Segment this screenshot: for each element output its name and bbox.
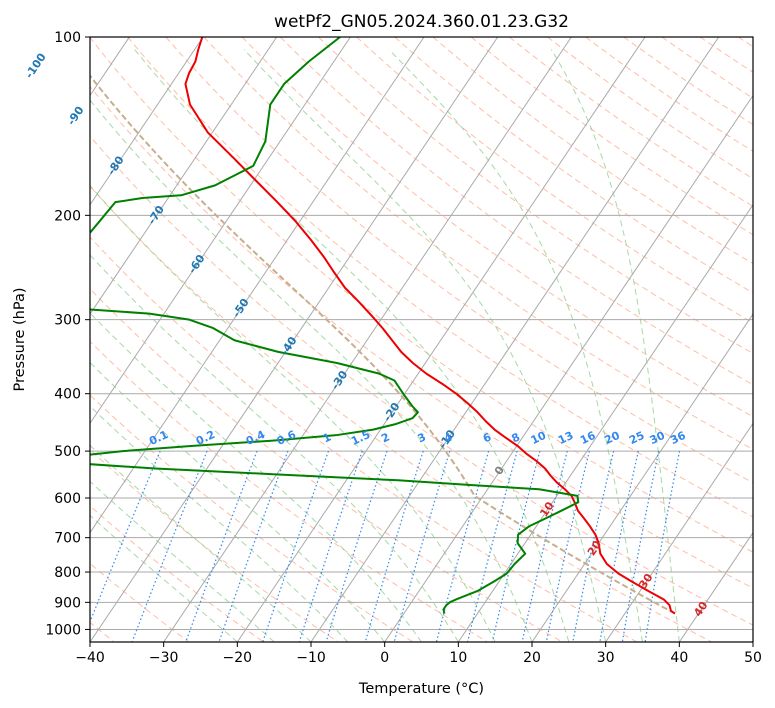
isotherm-line: [310, 37, 720, 642]
isotherm-line: [90, 37, 425, 534]
dry-adiabat-line: [318, 37, 753, 355]
mixing-ratio-line: [621, 450, 660, 642]
isotherm-line: [90, 37, 204, 206]
isotherm-line: [90, 37, 278, 315]
x-tick-label: −30: [149, 650, 179, 666]
y-tick-label: 400: [54, 387, 81, 403]
mixing-ratio-line: [218, 450, 289, 642]
x-tick-label: −40: [75, 650, 105, 666]
moist-adiabat-line: [90, 480, 275, 642]
dry-adiabat-line: [90, 505, 264, 642]
isotherm-line: [678, 531, 753, 642]
y-tick-label: 800: [54, 565, 81, 581]
temperature-profile-line: [184, 37, 676, 615]
isotherm-line: [384, 94, 753, 642]
isotherm-line: [236, 37, 646, 642]
x-tick-label: −10: [296, 650, 326, 666]
y-tick-label: 900: [54, 595, 81, 611]
x-tick-label: 10: [449, 650, 467, 666]
dry-adiabat-line: [90, 85, 753, 589]
chart-title: wetPf2_GN05.2024.360.01.23.G32: [274, 12, 569, 32]
y-axis-label: Pressure (hPa): [12, 287, 28, 391]
isotherm-line: [605, 422, 753, 642]
y-tick-label: 100: [54, 30, 81, 46]
mixing-ratio-line: [90, 450, 161, 624]
plot-background: [90, 37, 753, 642]
mixing-ratio-label: 36: [668, 429, 688, 447]
mixing-ratio-label: 13: [556, 429, 575, 447]
moist-adiabat-line: [90, 514, 238, 642]
dry-adiabat-line: [508, 37, 753, 207]
dry-adiabat-line: [547, 37, 753, 180]
isotherm-line: [90, 37, 499, 642]
moist-adiabat-line: [90, 405, 349, 642]
mixing-ratio-line: [262, 450, 330, 642]
isotherm-line: [163, 37, 572, 642]
isotherm-line: [752, 641, 753, 642]
moist-adiabat-line: [90, 99, 533, 642]
y-tick-label: 300: [54, 313, 81, 329]
mixing-ratio-label: 25: [627, 429, 646, 447]
y-tick-label: 200: [54, 208, 81, 224]
mixing-ratio-line: [466, 450, 518, 642]
x-tick-label: −20: [223, 650, 253, 666]
y-tick-label: 500: [54, 444, 81, 460]
isotherm-label: -100: [23, 51, 49, 81]
parcel-curve: [90, 74, 676, 615]
mixing-ratio-line: [545, 450, 590, 642]
mixing-ratio-line: [521, 450, 568, 642]
dry-adiabat-line: [90, 37, 753, 553]
isotherm-line: [90, 37, 351, 425]
plot-area: [90, 37, 753, 642]
x-axis-label: Temperature (°C): [358, 681, 484, 697]
dewpoint-profile-line: [90, 37, 580, 614]
isotherm-line: [531, 313, 753, 642]
moist-adiabat-line: [90, 444, 312, 642]
x-tick-label: 20: [523, 650, 541, 666]
plot-frame: [89, 36, 754, 643]
dry-adiabat-line: [127, 37, 753, 518]
x-tick-label: 0: [380, 650, 389, 666]
x-tick-label: 30: [597, 650, 615, 666]
moist-adiabat-line: [90, 184, 496, 642]
mixing-ratio-line: [325, 450, 388, 642]
mixing-ratio-line: [364, 450, 424, 642]
x-tick-label: 50: [744, 650, 762, 666]
y-tick-label: 700: [54, 531, 81, 547]
mixing-ratio-line: [298, 450, 363, 642]
isotherm-line: [457, 203, 753, 642]
mixing-ratio-label: 20: [602, 429, 622, 447]
moist-adiabat-line: [550, 49, 680, 642]
dry-adiabat-line: [241, 37, 753, 418]
moist-adiabat-line: [243, 49, 607, 642]
dry-adiabat-line: [203, 37, 753, 450]
mixing-ratio-label: 16: [578, 429, 598, 447]
dry-adiabat-line: [432, 37, 753, 265]
y-tick-label: 1000: [45, 622, 81, 638]
mixing-ratio-line: [599, 450, 639, 642]
mixing-ratio-line: [491, 450, 541, 642]
axis-layer: −40 −30 −20 −10 0 10 20 30 40 50 100 200 300 400 500 60…: [45, 30, 762, 666]
mixing-ratio-label: 10: [529, 429, 549, 447]
y-tick-label: 600: [54, 491, 81, 507]
mixing-ratio-label: 30: [648, 429, 668, 447]
data-layer: [90, 37, 676, 615]
isotherm-label: -90: [65, 104, 87, 128]
moist-adiabat-line: [388, 49, 643, 642]
mixing-ratio-line: [644, 450, 681, 642]
moist-adiabat-line: [90, 361, 386, 642]
x-tick-label: 40: [670, 650, 688, 666]
mixing-ratio-line: [572, 450, 615, 642]
dry-adiabat-line: [356, 37, 753, 324]
